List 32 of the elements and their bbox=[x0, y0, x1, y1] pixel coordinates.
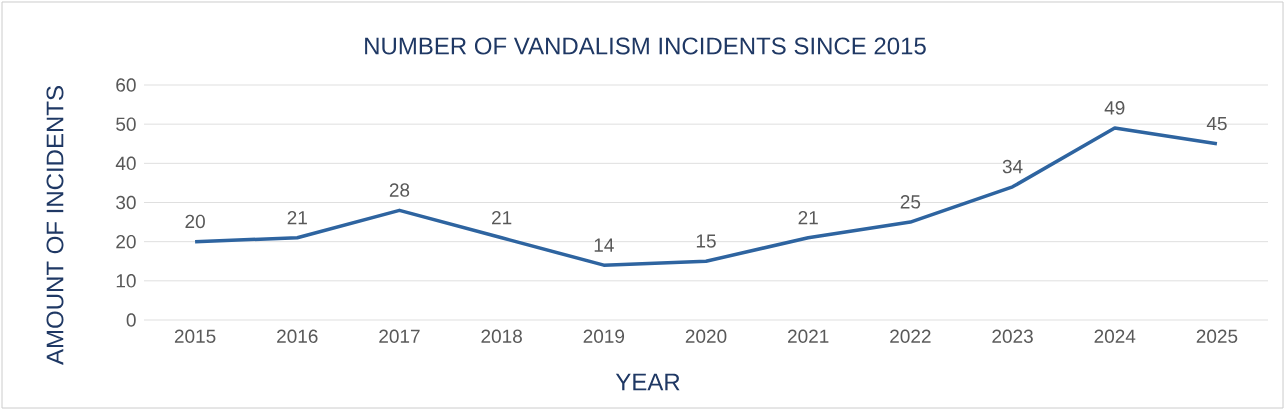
x-tick-label: 2019 bbox=[583, 329, 625, 343]
y-axis-title: AMOUNT OF INCIDENTS bbox=[46, 86, 64, 365]
data-label: 15 bbox=[696, 234, 716, 248]
chart-title: NUMBER OF VANDALISM INCIDENTS SINCE 2015 bbox=[365, 37, 926, 55]
data-label: 21 bbox=[287, 210, 307, 225]
x-tick-label: 2021 bbox=[788, 329, 829, 343]
y-tick-label: 0 bbox=[126, 313, 136, 327]
y-tick-label: 20 bbox=[116, 234, 136, 249]
data-label: 45 bbox=[1206, 116, 1227, 131]
x-tick-label: 2020 bbox=[685, 329, 727, 343]
y-tick-label: 50 bbox=[116, 117, 136, 131]
x-axis-title: YEAR bbox=[615, 373, 680, 391]
x-tick-label: 2018 bbox=[481, 329, 522, 343]
data-label: 21 bbox=[798, 210, 818, 225]
data-label: 21 bbox=[492, 210, 512, 225]
y-tick-label: 10 bbox=[116, 274, 136, 288]
y-tick-label: 30 bbox=[116, 195, 136, 210]
y-tick-label: 60 bbox=[116, 78, 136, 92]
x-tick-label: 2023 bbox=[992, 329, 1033, 343]
y-tick-label: 40 bbox=[115, 156, 136, 171]
x-tick-label: 2017 bbox=[379, 329, 420, 343]
x-tick-label: 2022 bbox=[890, 329, 931, 343]
x-tick-label: 2015 bbox=[174, 329, 216, 343]
x-tick-label: 2025 bbox=[1196, 329, 1238, 343]
data-label: 14 bbox=[594, 238, 614, 252]
data-label: 20 bbox=[185, 214, 205, 229]
data-label: 25 bbox=[900, 195, 921, 209]
x-tick-label: 2024 bbox=[1094, 329, 1136, 343]
x-tick-label: 2016 bbox=[277, 329, 318, 343]
data-label: 28 bbox=[389, 183, 410, 197]
data-label: 49 bbox=[1104, 101, 1125, 115]
data-label: 34 bbox=[1002, 159, 1023, 174]
